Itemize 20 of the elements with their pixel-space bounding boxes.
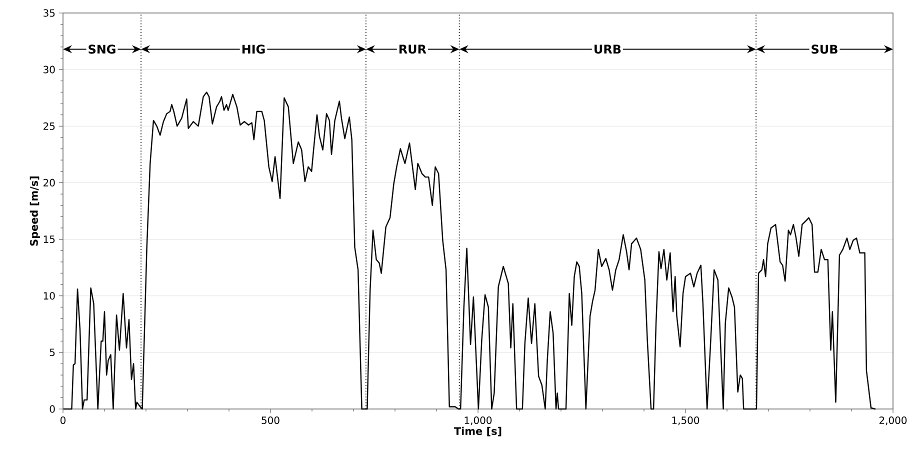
annotation: HIG	[242, 44, 265, 54]
y-tick-label: 20	[44, 178, 55, 186]
annotation: SNG	[88, 44, 116, 54]
annotation: SUB	[812, 44, 838, 54]
y-tick-label: 0	[50, 405, 55, 413]
x-tick-label: 500	[262, 416, 280, 424]
x-axis-title: Time [s]	[454, 426, 502, 436]
y-tick-label: 25	[44, 122, 55, 130]
x-tick-label: 1,500	[672, 416, 700, 426]
annotation: RUR	[399, 44, 426, 54]
y-tick-label: 5	[50, 348, 55, 356]
y-tick-label: 10	[44, 292, 55, 300]
x-tick-label: 1,000	[464, 416, 492, 426]
x-tick-label: 2,000	[879, 416, 907, 426]
y-tick-label: 35	[44, 9, 55, 17]
x-tick-label: 0	[60, 416, 66, 424]
y-tick-label: 30	[44, 66, 55, 74]
annotation: URB	[594, 44, 621, 54]
y-axis-title: Speed [m/s]	[30, 176, 40, 246]
y-tick-label: 15	[44, 236, 55, 243]
